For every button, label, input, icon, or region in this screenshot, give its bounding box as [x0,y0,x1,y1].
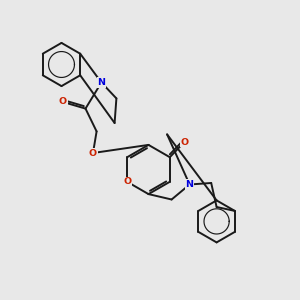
Text: N: N [186,180,194,189]
Text: N: N [98,78,105,87]
Text: O: O [123,177,131,186]
Text: O: O [89,148,97,158]
Text: O: O [180,138,188,147]
Text: O: O [59,98,67,106]
